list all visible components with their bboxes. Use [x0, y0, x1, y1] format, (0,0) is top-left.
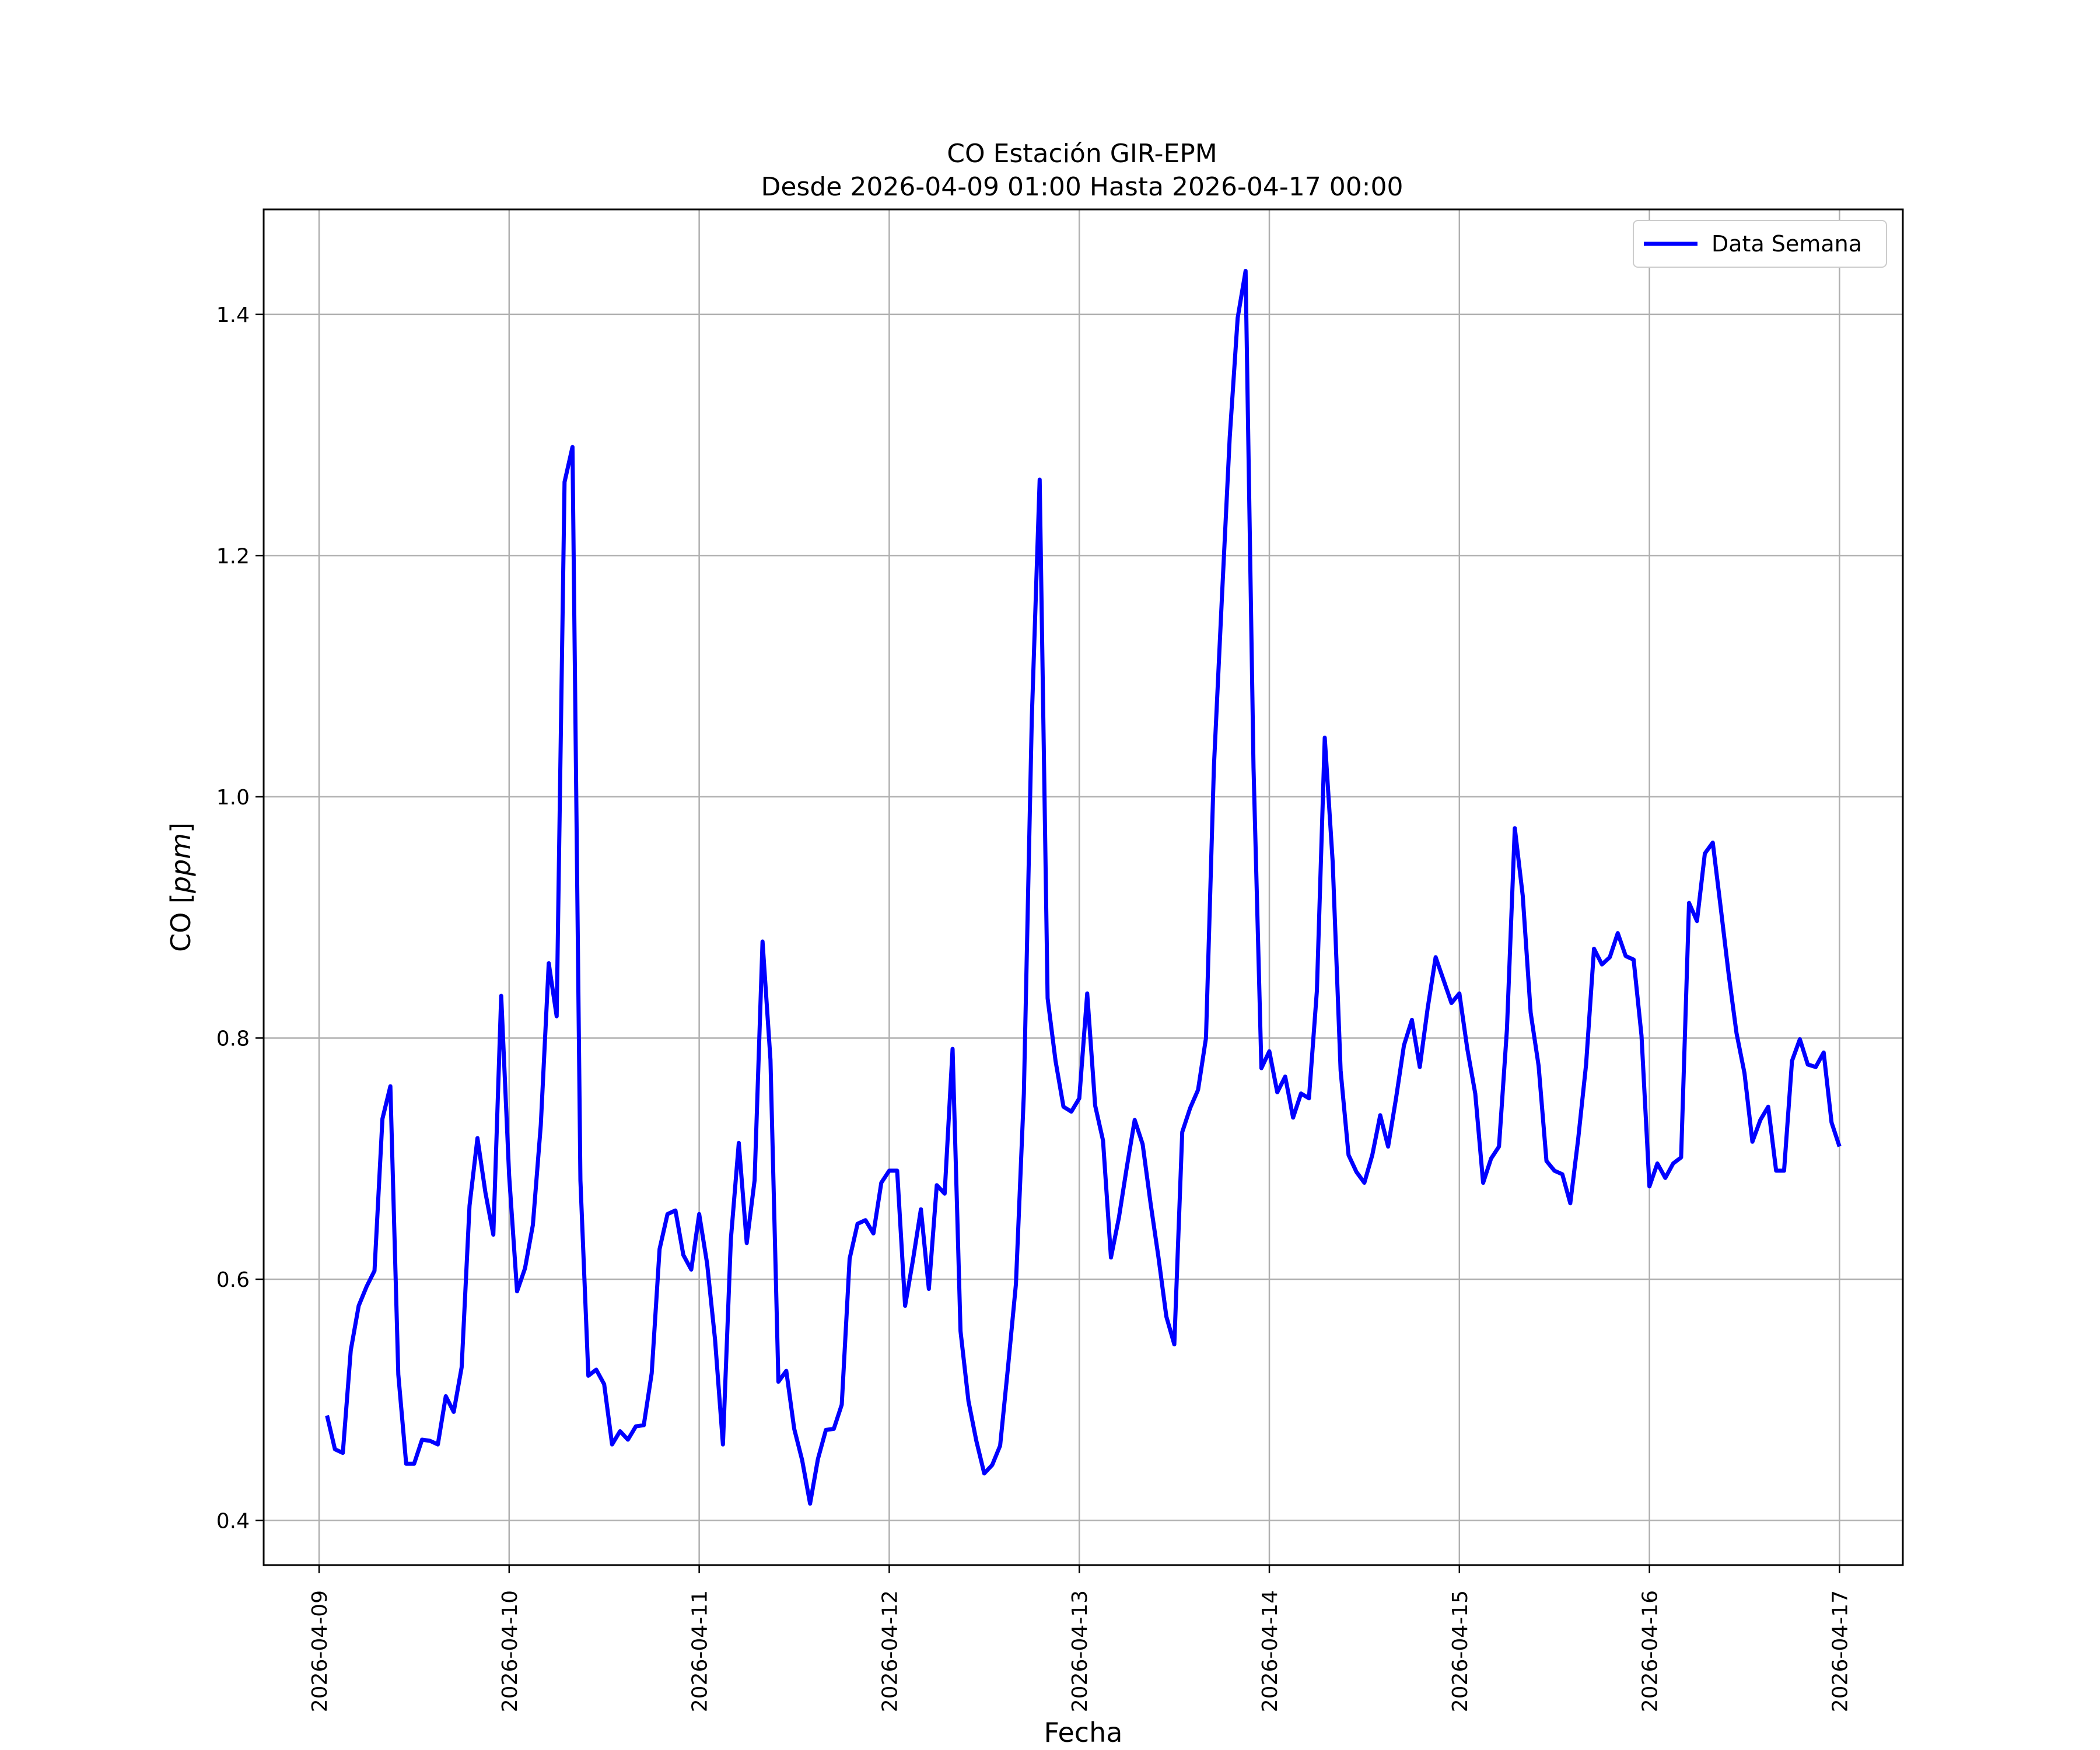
- y-axis-label: CO [ppm]: [165, 822, 197, 952]
- x-tick-label: 2026-04-15: [1448, 1590, 1472, 1712]
- y-tick-label: 0.6: [216, 1268, 250, 1292]
- y-tick-label: 1.2: [216, 544, 250, 568]
- y-axis-ticks: 0.4 0.6 0.8 1.0 1.2 1.4: [216, 303, 264, 1533]
- x-tick-label: 2026-04-09: [308, 1590, 332, 1712]
- x-tick-label: 2026-04-12: [878, 1590, 902, 1712]
- x-axis-ticks: 2026-04-09 2026-04-10 2026-04-11 2026-04-12…: [308, 1565, 1852, 1712]
- x-tick-label: 2026-04-10: [498, 1590, 522, 1712]
- y-tick-label: 1.0: [216, 786, 250, 810]
- series-line: [325, 268, 1842, 1506]
- x-tick-label: 2026-04-16: [1639, 1590, 1662, 1712]
- series-layer: [325, 268, 1842, 1506]
- legend-box: [1633, 220, 1887, 268]
- plot-area-frame: [262, 208, 1904, 1566]
- y-tick-label: 0.4: [216, 1509, 250, 1533]
- x-tick-label: 2026-04-11: [688, 1590, 712, 1712]
- chart-title: CO Estación GIR-EPM: [947, 139, 1217, 169]
- y-axis-label-close-bracket: ]: [165, 822, 197, 833]
- x-tick-label: 2026-04-14: [1258, 1590, 1282, 1712]
- y-tick-label: 1.4: [216, 303, 250, 327]
- y-axis-label-name: CO: [165, 912, 197, 952]
- y-axis-label-unit: ppm: [165, 833, 197, 894]
- x-tick-label: 2026-04-13: [1068, 1590, 1092, 1712]
- legend-label: Data Semana: [1712, 231, 1862, 257]
- y-axis-label-open-bracket: [: [165, 893, 197, 912]
- x-axis-label: Fecha: [1044, 1717, 1123, 1748]
- grid-lines: [264, 209, 1903, 1565]
- y-tick-label: 0.8: [216, 1027, 250, 1051]
- legend: Data Semana: [1633, 220, 1887, 268]
- chart-subtitle: Desde 2026-04-09 01:00 Hasta 2026-04-17 …: [761, 172, 1403, 202]
- x-tick-label: 2026-04-17: [1828, 1590, 1852, 1712]
